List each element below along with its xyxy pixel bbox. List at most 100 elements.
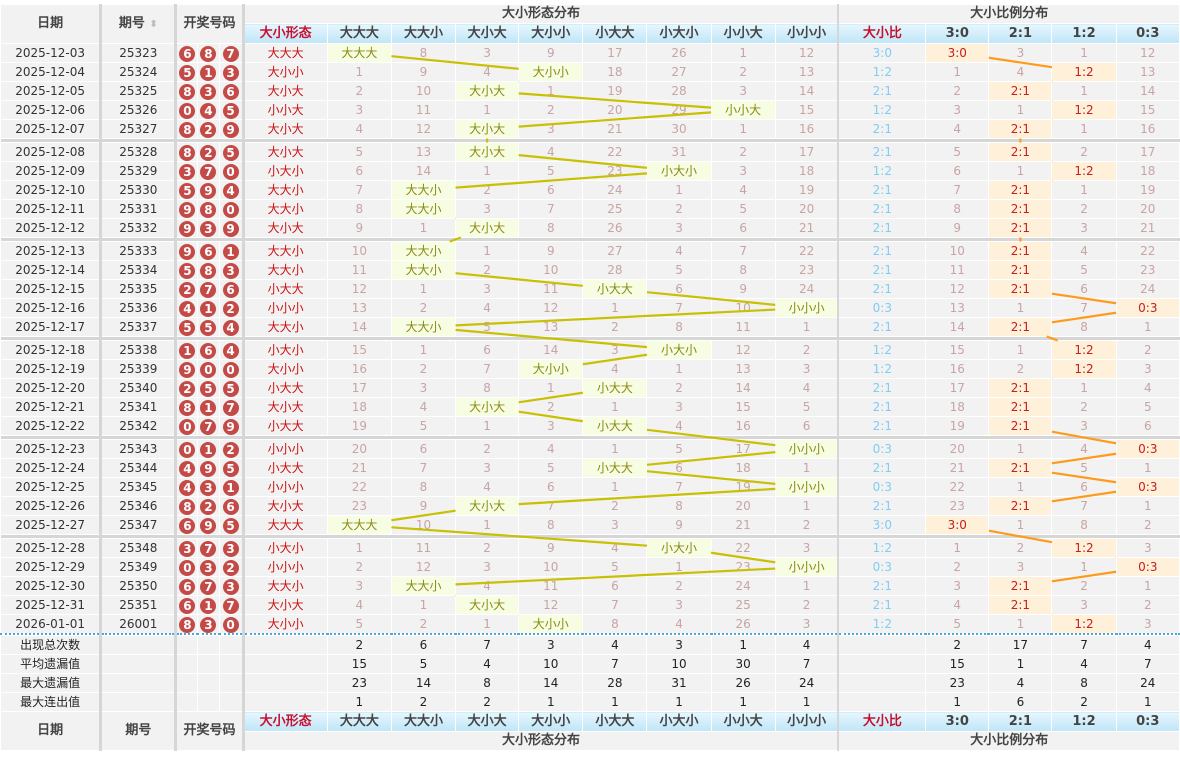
sort-updown-icon[interactable]: ⬍ xyxy=(149,19,157,30)
pattern-miss-cell: 4 xyxy=(456,63,519,82)
pattern-hit-cell: 大小大 xyxy=(456,497,519,516)
pattern-miss-cell: 22 xyxy=(583,143,647,162)
pattern-miss-cell: 4 xyxy=(647,242,711,261)
pattern-cell: 小小小 xyxy=(243,558,327,577)
number-ball-cell: 1 xyxy=(219,478,243,497)
header-pattern-4: 小大大 xyxy=(583,24,647,44)
number-ball: 0 xyxy=(200,362,216,378)
ratio-miss-cell: 1 xyxy=(1052,82,1116,101)
header-issue[interactable]: 期号 ⬍ xyxy=(101,5,176,44)
ratio-hit-cell: 2:1 xyxy=(989,398,1052,417)
pattern-miss-cell: 1 xyxy=(391,596,455,615)
number-ball-cell: 1 xyxy=(219,242,243,261)
date-cell: 2025-12-28 xyxy=(1,539,101,558)
stats-label: 最大遗漏值 xyxy=(1,674,101,693)
pattern-cell: 大小大 xyxy=(243,398,327,417)
ratio-cell: 0:3 xyxy=(838,440,925,459)
header-pattern-col: 大小形态 xyxy=(243,24,327,44)
pattern-miss-cell: 10 xyxy=(519,261,583,280)
ratio-miss-cell: 22 xyxy=(1116,242,1179,261)
issue-cell: 25344 xyxy=(101,459,176,478)
ratio-miss-cell: 4 xyxy=(1052,242,1116,261)
ratio-cell: 1:2 xyxy=(838,63,925,82)
pattern-miss-cell: 4 xyxy=(327,120,391,139)
stats-pattern-value: 14 xyxy=(391,674,455,693)
ratio-miss-cell: 21 xyxy=(1116,219,1179,238)
ratio-miss-cell: 14 xyxy=(1116,82,1179,101)
pattern-miss-cell: 3 xyxy=(327,101,391,120)
number-ball: 1 xyxy=(200,442,216,458)
stats-ratio-value: 2 xyxy=(1052,693,1116,712)
pattern-miss-cell: 27 xyxy=(647,63,711,82)
ratio-hit-cell: 2:1 xyxy=(989,120,1052,139)
pattern-miss-cell: 6 xyxy=(327,162,391,181)
number-ball: 0 xyxy=(223,617,239,633)
number-ball-cell: 8 xyxy=(176,615,198,635)
ratio-hit-cell: 2:1 xyxy=(989,459,1052,478)
number-ball-cell: 8 xyxy=(176,82,198,101)
number-ball-cell: 6 xyxy=(219,280,243,299)
date-cell: 2025-12-16 xyxy=(1,299,101,318)
pattern-miss-cell: 7 xyxy=(519,497,583,516)
pattern-miss-cell: 3 xyxy=(647,398,711,417)
stats-label: 平均遗漏值 xyxy=(1,655,101,674)
ratio-hit-cell: 2:1 xyxy=(989,577,1052,596)
issue-cell: 25340 xyxy=(101,379,176,398)
number-ball-cell: 8 xyxy=(176,497,198,516)
number-ball-cell: 3 xyxy=(176,162,198,181)
pattern-miss-cell: 2 xyxy=(327,558,391,577)
ratio-miss-cell: 14 xyxy=(926,318,989,337)
pattern-miss-cell: 1 xyxy=(391,341,455,360)
ratio-cell: 2:1 xyxy=(838,497,925,516)
number-ball-cell: 5 xyxy=(219,379,243,398)
ratio-hit-cell: 0:3 xyxy=(1116,440,1179,459)
pattern-miss-cell: 6 xyxy=(775,417,838,436)
ratio-cell: 1:2 xyxy=(838,360,925,379)
number-ball-cell: 2 xyxy=(219,440,243,459)
pattern-miss-cell: 23 xyxy=(327,497,391,516)
stats-pattern-value: 5 xyxy=(391,655,455,674)
number-ball: 5 xyxy=(223,518,239,534)
ratio-hit-cell: 0:3 xyxy=(1116,558,1179,577)
date-cell: 2025-12-19 xyxy=(1,360,101,379)
number-ball-cell: 4 xyxy=(198,101,219,120)
pattern-hit-cell: 大大小 xyxy=(391,181,455,200)
pattern-miss-cell: 2 xyxy=(391,615,455,635)
number-ball-cell: 6 xyxy=(198,341,219,360)
pattern-miss-cell: 11 xyxy=(519,280,583,299)
ratio-cell: 1:2 xyxy=(838,341,925,360)
ratio-cell: 1:2 xyxy=(838,615,925,635)
stats-ratio-value: 15 xyxy=(926,655,989,674)
ratio-miss-cell: 2 xyxy=(989,539,1052,558)
pattern-miss-cell: 3 xyxy=(711,82,775,101)
number-ball: 3 xyxy=(200,480,216,496)
ratio-miss-cell: 15 xyxy=(1116,101,1179,120)
stats-pattern-value: 2 xyxy=(391,693,455,712)
number-ball: 4 xyxy=(200,103,216,119)
number-ball: 0 xyxy=(179,419,195,435)
pattern-miss-cell: 5 xyxy=(327,143,391,162)
date-cell: 2025-12-24 xyxy=(1,459,101,478)
pattern-miss-cell: 12 xyxy=(327,280,391,299)
number-ball: 3 xyxy=(223,263,239,279)
ratio-miss-cell: 8 xyxy=(926,200,989,219)
date-cell: 2025-12-08 xyxy=(1,143,101,162)
pattern-hit-cell: 小小小 xyxy=(775,440,838,459)
ratio-miss-cell: 6 xyxy=(1116,417,1179,436)
footer-issue: 期号 xyxy=(101,712,176,751)
number-ball-cell: 7 xyxy=(198,417,219,436)
pattern-hit-cell: 大大小 xyxy=(391,242,455,261)
pattern-cell: 小大小 xyxy=(243,341,327,360)
ratio-miss-cell: 6 xyxy=(1052,478,1116,497)
date-cell: 2025-12-06 xyxy=(1,101,101,120)
number-ball: 9 xyxy=(179,221,195,237)
ratio-miss-cell: 12 xyxy=(926,280,989,299)
pattern-cell: 大大小 xyxy=(243,181,327,200)
number-ball: 5 xyxy=(223,145,239,161)
trend-chart: 日期 期号 ⬍ 开奖号码 大小形态分布 大小比例分布 大小形态大大大大大小大小大… xyxy=(0,4,1180,751)
pattern-miss-cell: 12 xyxy=(391,120,455,139)
ratio-miss-cell: 3 xyxy=(1052,417,1116,436)
